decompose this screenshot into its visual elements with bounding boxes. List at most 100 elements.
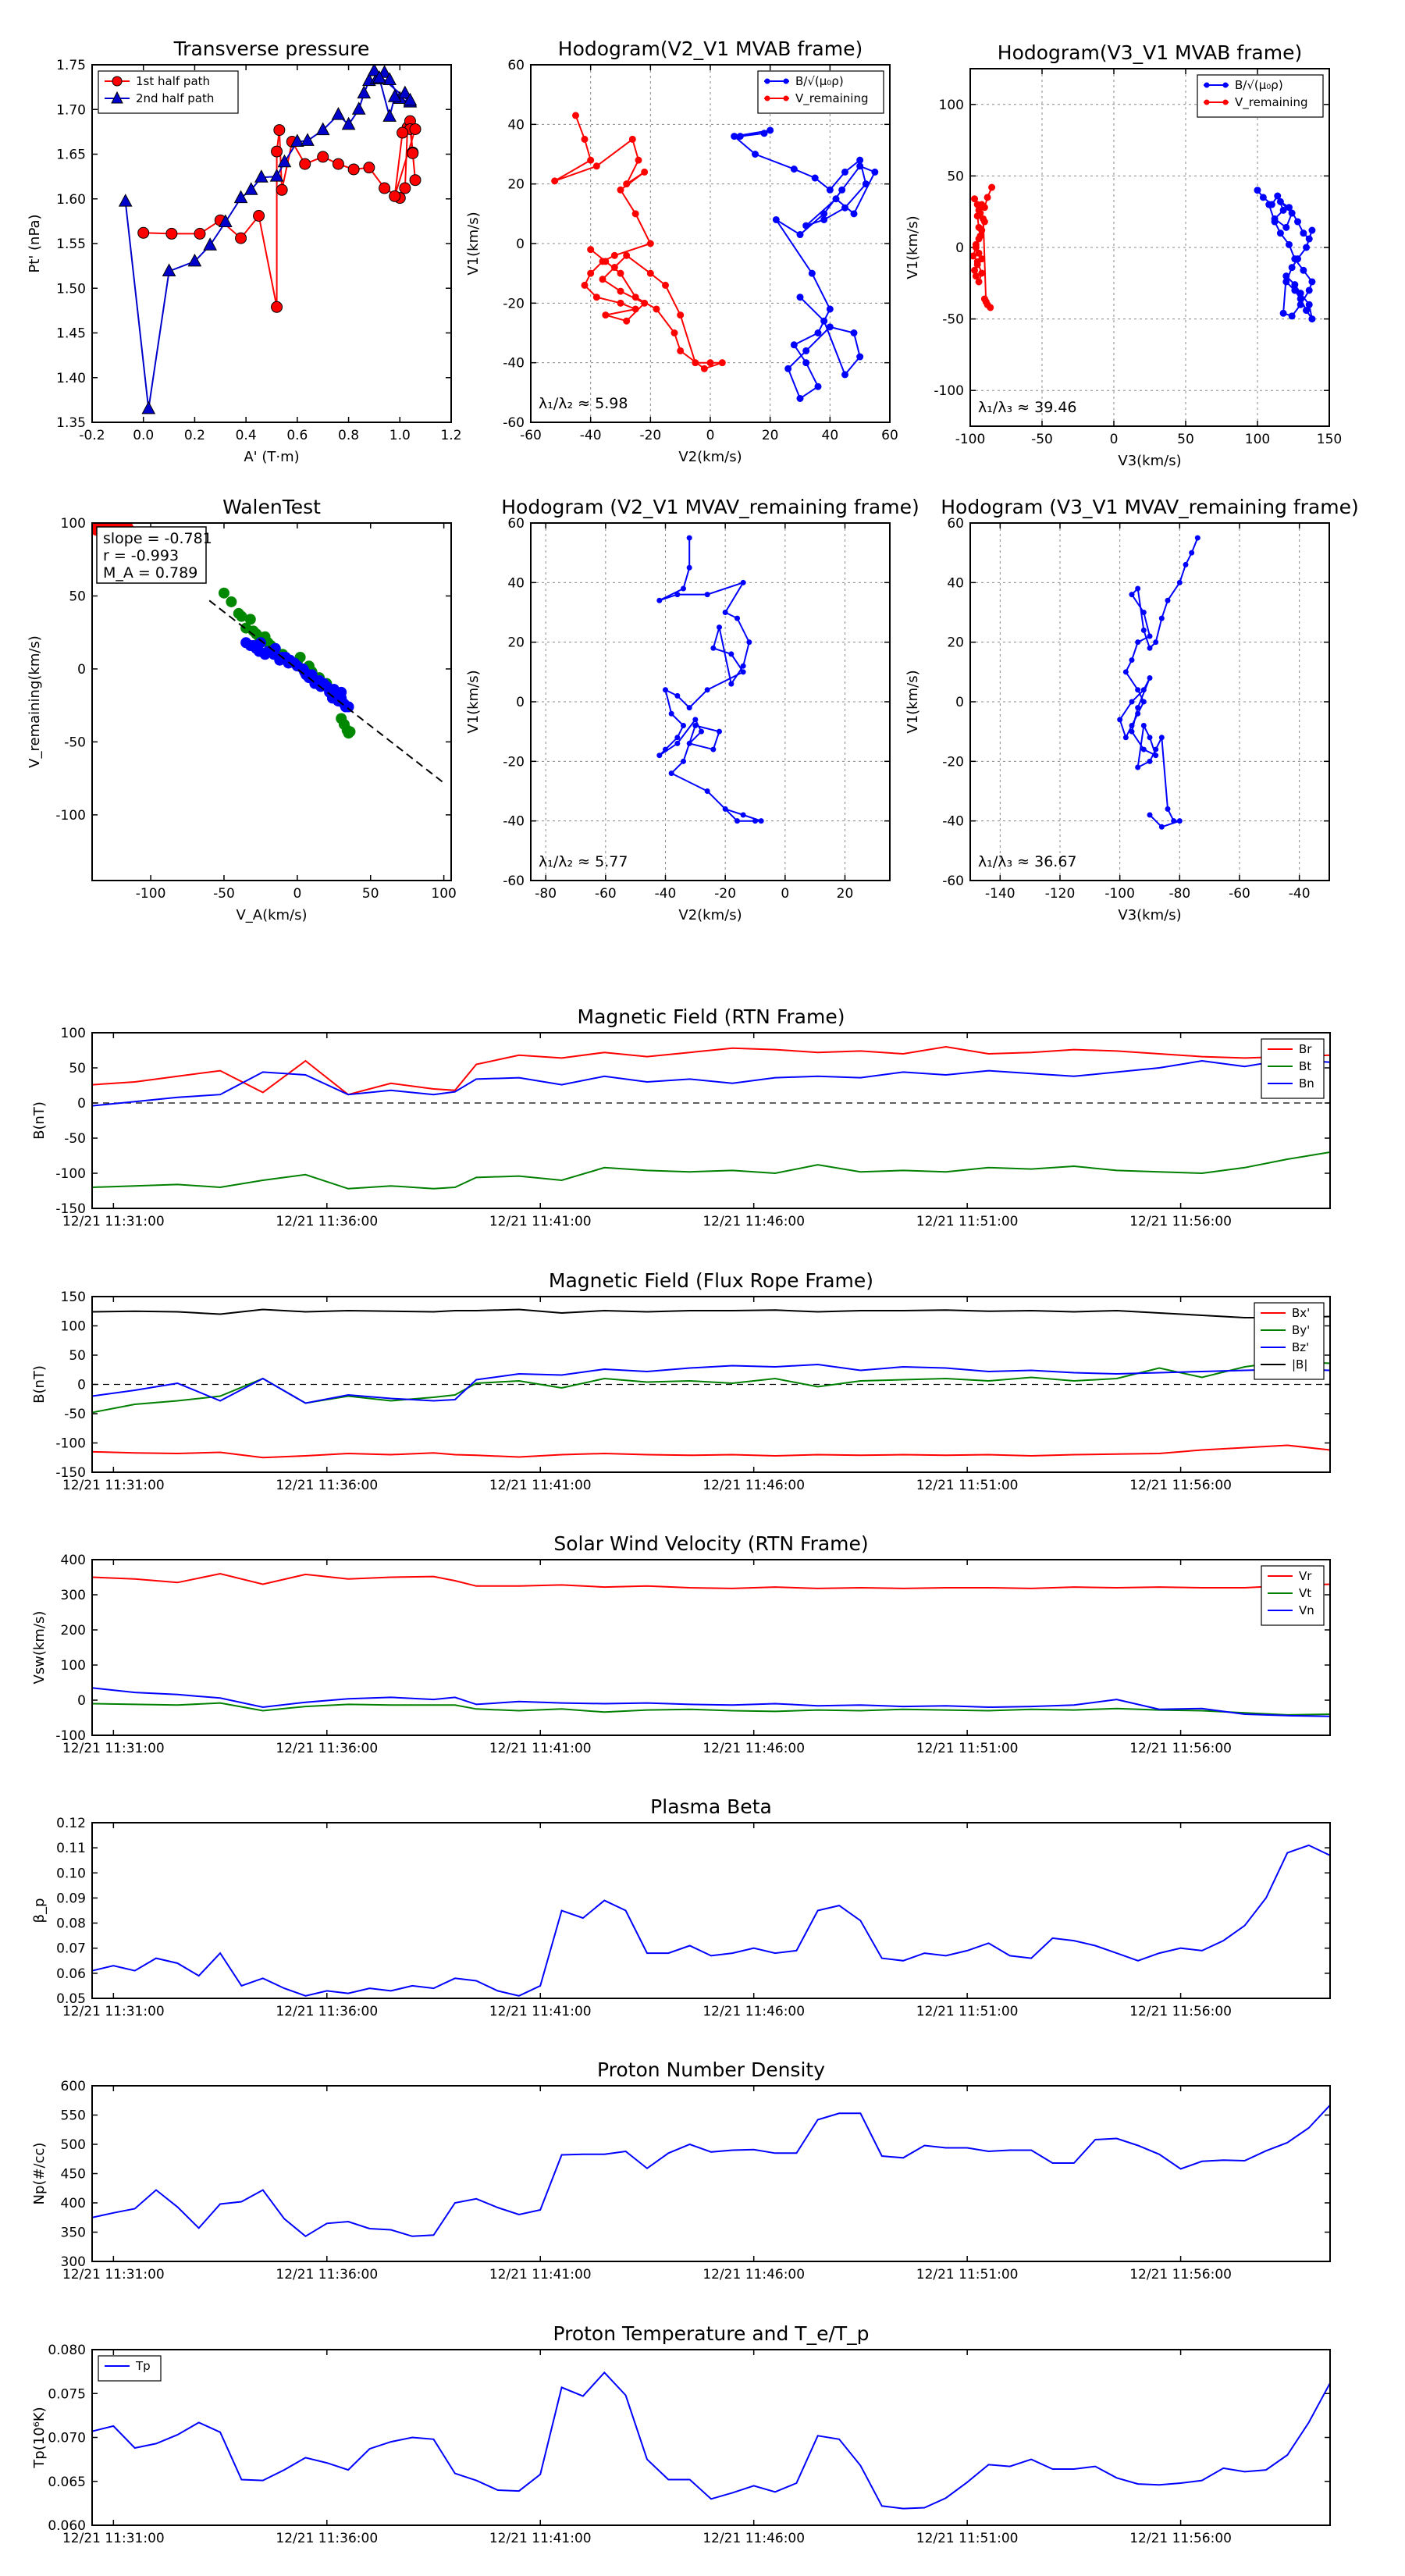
y-tick-label: 500	[61, 2137, 86, 2153]
walen-stats-box	[96, 526, 207, 584]
data-point	[1140, 699, 1147, 705]
data-point	[670, 329, 678, 336]
x-tick-label: 12/21 11:41:00	[489, 2531, 592, 2546]
x-tick-label: 12/21 11:41:00	[489, 2267, 592, 2282]
legend-label: Bn	[1299, 1076, 1314, 1091]
data-point	[641, 168, 649, 176]
x-tick-label: 12/21 11:36:00	[276, 2267, 378, 2282]
magnetic-field-rtn-legend: Br Bt Bn	[1261, 1038, 1325, 1099]
data-point	[681, 585, 686, 592]
data-point	[1135, 710, 1141, 717]
data-point	[1279, 309, 1287, 317]
data-point	[551, 177, 559, 185]
data-point	[975, 206, 983, 214]
data-point	[572, 112, 579, 119]
data-point	[1303, 244, 1311, 251]
data-point	[808, 269, 816, 277]
hodogram-v3-v1-mvav-ylabel: V1(km/s)	[905, 670, 921, 733]
data-point	[623, 180, 631, 188]
data-point	[796, 294, 804, 301]
data-point	[290, 133, 304, 147]
data-point	[363, 162, 375, 174]
x-tick-label: 12/21 11:51:00	[916, 1741, 1019, 1756]
walen-test-title: WalenTest	[222, 496, 321, 518]
data-point	[1274, 192, 1282, 200]
data-point	[1117, 717, 1123, 723]
data-point	[1265, 201, 1273, 208]
y-tick-label: -40	[503, 356, 525, 372]
y-tick-label: 50	[69, 1348, 86, 1364]
data-point	[740, 669, 746, 675]
x-tick-label: 12/21 11:31:00	[62, 1214, 165, 1229]
data-point	[623, 317, 631, 325]
data-point	[641, 299, 649, 307]
y-tick-label: 50	[947, 169, 964, 184]
y-tick-label: 100	[61, 516, 86, 532]
x-tick-label: 12/21 11:36:00	[276, 1741, 378, 1756]
data-point	[728, 681, 735, 687]
data-point	[710, 645, 717, 651]
data-point	[1183, 561, 1189, 568]
data-point	[656, 753, 663, 759]
y-tick-label: -60	[503, 415, 525, 431]
data-point	[1297, 295, 1304, 303]
data-point	[1153, 746, 1159, 753]
y-tick-label: 0.08	[56, 1916, 86, 1932]
legend-label: B/√(μ₀ρ)	[1235, 78, 1283, 92]
x-tick-label: 12/21 11:56:00	[1129, 1478, 1232, 1493]
data-point	[718, 359, 726, 367]
data-point	[646, 240, 654, 247]
data-point	[1297, 301, 1304, 308]
y-tick-label: 1.60	[56, 192, 86, 208]
data-point	[1135, 585, 1141, 592]
data-point	[218, 587, 229, 599]
walen-stat: slope = -0.781	[103, 530, 212, 547]
data-point	[735, 818, 740, 824]
data-point	[1129, 699, 1135, 705]
data-point	[1158, 824, 1165, 830]
data-point	[740, 579, 746, 585]
data-point	[1129, 592, 1135, 598]
data-point	[379, 182, 391, 194]
data-point	[617, 186, 624, 194]
data-point	[760, 130, 768, 137]
data-point	[602, 311, 610, 319]
data-point	[796, 231, 804, 239]
legend-label: V_remaining	[1235, 95, 1308, 110]
y-tick-label: 550	[61, 2108, 86, 2124]
data-point	[674, 735, 681, 741]
data-point	[746, 639, 752, 646]
y-tick-label: 0	[77, 1378, 86, 1393]
data-point	[271, 301, 283, 313]
data-point	[1165, 597, 1171, 603]
data-point	[1122, 669, 1129, 675]
proton-temperature-legend: Tp	[98, 2355, 162, 2382]
data-point	[856, 353, 864, 361]
y-tick-label: 0	[955, 240, 964, 256]
hodogram-v2-v1-mvav-eigen-ratio: λ₁/λ₂ ≈ 5.77	[539, 853, 628, 870]
data-point	[409, 123, 422, 135]
data-point	[796, 394, 804, 402]
data-point	[301, 133, 315, 146]
data-point	[623, 251, 631, 259]
legend-marker	[112, 76, 123, 87]
magnetic-field-fluxrope-series-0-line	[92, 1444, 1330, 1459]
solar-wind-velocity-legend: Vr Vt Vn	[1261, 1565, 1325, 1626]
x-tick-label: 12/21 11:31:00	[62, 2004, 165, 2019]
data-point	[717, 728, 722, 735]
legend-label: |B|	[1292, 1357, 1307, 1372]
y-tick-label: -20	[942, 754, 964, 770]
x-tick-label: -60	[595, 886, 617, 902]
x-tick-label: 50	[362, 886, 379, 902]
legend-label: By'	[1292, 1323, 1310, 1337]
data-point	[226, 596, 237, 607]
y-tick-label: 50	[69, 1061, 86, 1076]
legend-label: Vr	[1299, 1569, 1312, 1583]
data-point	[1140, 687, 1147, 693]
magnetic-field-fluxrope-ylabel: B(nT)	[31, 1365, 48, 1404]
x-tick-label: 12/21 11:41:00	[489, 1214, 592, 1229]
data-point	[674, 692, 681, 699]
magnetic-field-fluxrope-legend: Bx' By' Bz' |B|	[1254, 1302, 1325, 1380]
y-tick-label: 100	[61, 1658, 86, 1674]
